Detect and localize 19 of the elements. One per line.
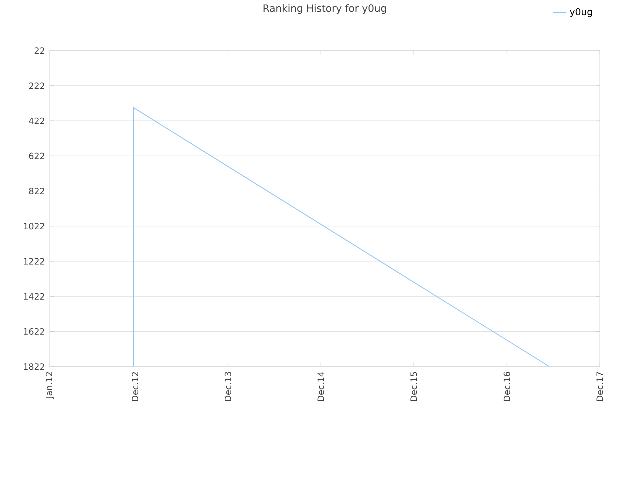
y-tick-label: 422: [29, 118, 44, 124]
y-tick-label: 822: [29, 188, 44, 195]
y-tick-label: 222: [29, 82, 44, 90]
chart-title: Ranking History for y0ug: [264, 4, 386, 14]
y-tick-label: 622: [29, 152, 44, 160]
x-tick-label: Dec.12: [132, 372, 139, 402]
x-tick-label: Dec.17: [596, 372, 604, 402]
y-tick-label: 1422: [24, 293, 44, 300]
y-tick-label: 1622: [24, 328, 44, 336]
legend-label: y0ug: [570, 8, 592, 18]
x-tick-label: Dec.14: [318, 372, 324, 402]
y-tick-label: 1822: [24, 364, 44, 370]
x-tick-label: Dec.13: [224, 372, 232, 402]
y-tick-label: 22: [34, 48, 44, 54]
x-tick-label: Dec.15: [410, 372, 418, 402]
x-tick-label: Jan.12: [46, 372, 54, 400]
y-tick-label: 1022: [24, 223, 44, 230]
x-tick-label: Dec.16: [504, 372, 510, 402]
y-tick-label: 1222: [24, 258, 44, 265]
